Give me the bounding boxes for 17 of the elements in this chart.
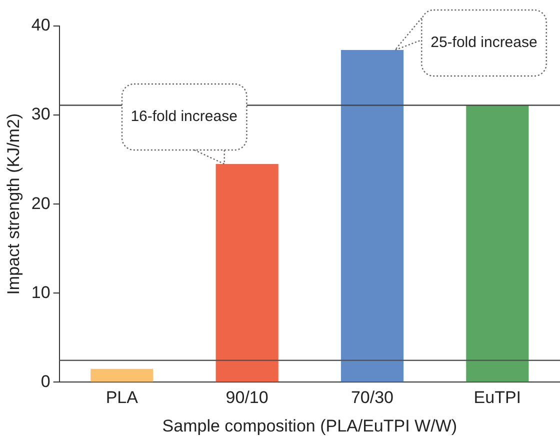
bar xyxy=(90,368,154,382)
y-tick-label: 30 xyxy=(31,104,50,124)
annotation: 16-fold increase xyxy=(130,107,238,128)
y-axis-title: Impact strength (KJ/m2) xyxy=(4,113,23,295)
y-tick-label: 40 xyxy=(31,16,50,35)
y-tick-label: 0 xyxy=(40,372,50,391)
x-tick-label: EuTPI xyxy=(474,388,522,408)
bar xyxy=(340,50,404,382)
y-tick-label: 10 xyxy=(31,282,50,302)
bar xyxy=(216,164,278,382)
annotation: 25-fold increase xyxy=(430,33,538,53)
x-tick-label: 70/30 xyxy=(350,388,394,408)
x-tick-label: 90/10 xyxy=(226,388,268,408)
x-axis-title: Sample composition (PLA/EuTPI W/W) xyxy=(162,416,458,436)
bar xyxy=(466,105,529,382)
y-tick-label: 20 xyxy=(31,194,50,213)
x-tick-label: PLA xyxy=(106,388,139,408)
